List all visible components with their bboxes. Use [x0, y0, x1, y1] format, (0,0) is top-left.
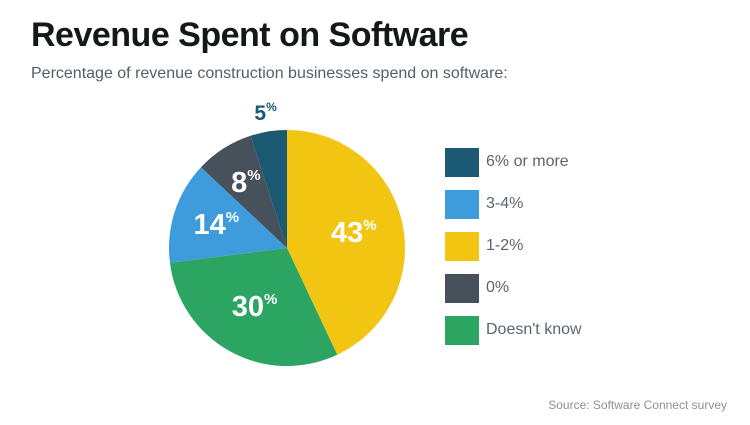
pie-chart-svg: 43% 30% 14% 8% 5%: [168, 100, 405, 366]
legend-item: 6% or more: [445, 147, 582, 177]
pie-slice-3-4-: [168, 167, 287, 263]
legend-swatch: [445, 315, 479, 345]
legend-swatch: [445, 231, 479, 261]
pie-chart: 43% 30% 14% 8% 5%: [140, 88, 440, 388]
legend-label: 6% or more: [486, 153, 569, 170]
legend-item: 0%: [445, 273, 582, 303]
legend-swatch: [445, 147, 479, 177]
page-title: Revenue Spent on Software: [31, 16, 469, 54]
legend-swatch: [445, 189, 479, 219]
legend-item: Doesn't know: [445, 315, 582, 345]
legend-swatch: [445, 273, 479, 303]
slice-value-label: 8%: [231, 167, 260, 200]
pie-slice-1-2-: [287, 130, 405, 355]
legend-label: 1-2%: [486, 237, 524, 254]
legend-label: Doesn't know: [486, 321, 582, 338]
source-note: Source: Software Connect survey: [548, 398, 727, 412]
page-subtitle: Percentage of revenue construction busin…: [31, 65, 508, 82]
chart-legend: 6% or more 3-4% 1-2% 0% Doesn't know: [445, 147, 582, 357]
pie-slice-doesn-t-know: [169, 248, 338, 366]
legend-label: 0%: [486, 279, 510, 296]
pie-slice-0-: [200, 135, 287, 248]
slice-value-label: 43%: [331, 217, 377, 250]
slice-value-label: 30%: [232, 290, 278, 323]
slice-value-label: 5%: [254, 100, 277, 125]
legend-label: 3-4%: [486, 195, 524, 212]
legend-item: 3-4%: [445, 189, 582, 219]
legend-item: 1-2%: [445, 231, 582, 261]
slice-value-label: 14%: [193, 209, 239, 242]
pie-slice-6-or-more: [250, 130, 287, 248]
